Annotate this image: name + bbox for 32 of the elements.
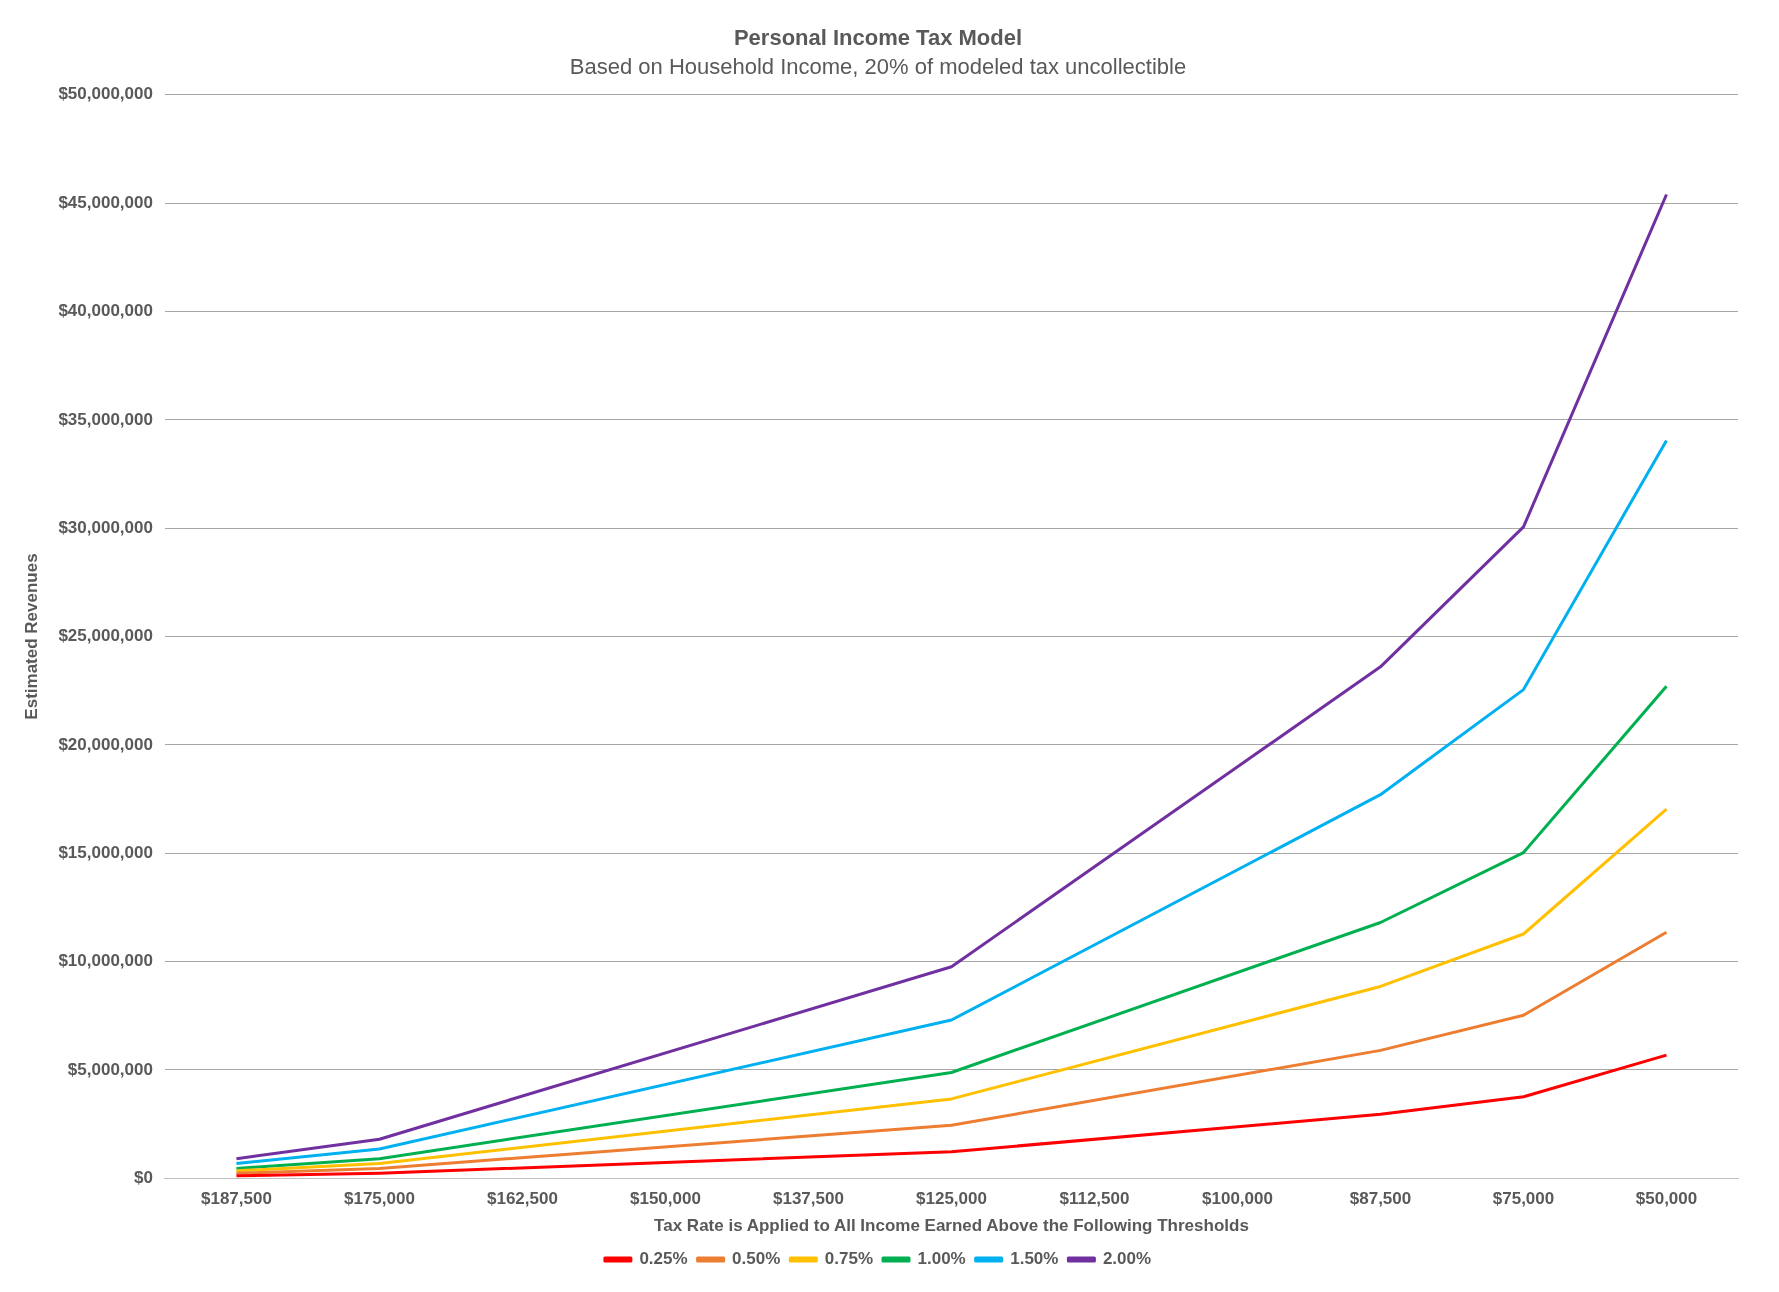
y-tick-label: $45,000,000 (58, 192, 153, 212)
x-tick-label: $150,000 (630, 1189, 701, 1209)
x-axis-title: Tax Rate is Applied to All Income Earned Above the Following Thresholds (654, 1216, 1249, 1236)
y-tick-label: $25,000,000 (58, 626, 153, 646)
y-tick-label: $50,000,000 (58, 84, 153, 104)
x-tick-label: $187,500 (200, 1189, 272, 1209)
x-tick-label: $162,500 (487, 1189, 558, 1209)
x-tick-label: $87,500 (1349, 1189, 1412, 1209)
y-tick-label: $0 (134, 1167, 153, 1187)
x-tick-label: $112,500 (1059, 1189, 1130, 1209)
y-tick-label: $30,000,000 (58, 517, 153, 537)
legend-label: 0.25% (639, 1249, 688, 1269)
legend-label: 1.00% (917, 1249, 966, 1269)
x-tick-label: $75,000 (1492, 1189, 1555, 1209)
y-tick-label: $35,000,000 (58, 409, 153, 429)
legend-label: 2.00% (1102, 1249, 1152, 1269)
legend-label: 0.50% (732, 1249, 781, 1269)
chart-title: Personal Income Tax Model (733, 25, 1023, 51)
x-tick-label: $175,000 (343, 1189, 415, 1209)
y-tick-label: $20,000,000 (58, 734, 153, 754)
y-tick-label: $15,000,000 (58, 842, 153, 862)
x-tick-label: $137,500 (773, 1189, 844, 1209)
y-tick-label: $40,000,000 (58, 301, 153, 321)
x-tick-label: $50,000 (1635, 1189, 1698, 1209)
chart-subtitle: Based on Household Income, 20% of modeled tax uncollectible (569, 53, 1187, 79)
y-tick-label: $10,000,000 (58, 951, 153, 971)
legend-label: 0.75% (824, 1249, 873, 1269)
y-tick-label: $5,000,000 (67, 1059, 153, 1079)
x-tick-label: $100,000 (1202, 1189, 1273, 1209)
y-axis-title: Estimated Revenues (21, 553, 41, 720)
x-tick-label: $125,000 (916, 1189, 987, 1209)
legend-label: 1.50% (1010, 1249, 1059, 1269)
